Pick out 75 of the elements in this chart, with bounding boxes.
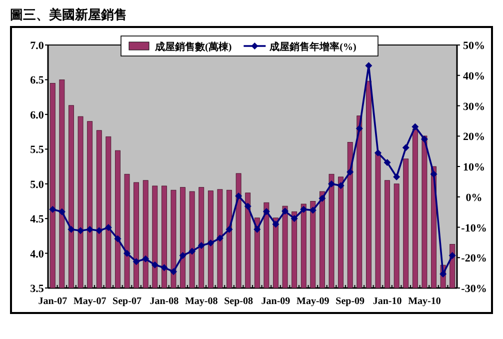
point xyxy=(151,261,158,268)
point xyxy=(198,242,205,249)
y-tick-label: 7.0 xyxy=(30,40,44,52)
legend-label: 成屋銷售年增率(%) xyxy=(268,41,356,53)
y-tick-label: 6.5 xyxy=(30,74,44,87)
point xyxy=(384,159,391,166)
x-tick-label: May-08 xyxy=(184,296,218,307)
point xyxy=(77,227,84,234)
point xyxy=(244,202,252,210)
point xyxy=(142,255,150,262)
legend-label: 成屋銷售數(萬棟) xyxy=(154,41,232,53)
point xyxy=(226,226,233,233)
y-tick-label: 6.0 xyxy=(30,109,44,122)
y-tick-label: 5.0 xyxy=(30,178,44,191)
point xyxy=(309,206,316,214)
point xyxy=(160,264,168,272)
y2-tick-label: 10% xyxy=(463,162,485,174)
y-tick-label: 4.5 xyxy=(30,214,44,226)
point xyxy=(440,270,447,278)
point xyxy=(254,226,261,233)
point xyxy=(272,220,280,228)
x-tick-label: Sep-07 xyxy=(112,296,142,307)
x-tick-label: May-09 xyxy=(296,296,330,307)
point xyxy=(420,136,428,143)
y-tick-label: 5.5 xyxy=(30,144,44,156)
point xyxy=(290,214,298,222)
chart-title: 圖三、美國新屋銷售 xyxy=(10,7,127,22)
point xyxy=(318,194,326,202)
point xyxy=(124,250,131,257)
x-tick-label: Jan-07 xyxy=(38,296,68,307)
point xyxy=(282,208,289,215)
x-tick-label: Jan-09 xyxy=(261,296,290,307)
x-tick-label: Sep-09 xyxy=(336,296,365,307)
point xyxy=(68,226,75,233)
point xyxy=(58,208,66,216)
y2-tick-label: 30% xyxy=(463,100,485,113)
point xyxy=(365,62,372,70)
point xyxy=(86,226,94,233)
point xyxy=(448,252,456,259)
y2-tick-label: 0% xyxy=(466,192,482,204)
x-tick-label: Sep-08 xyxy=(224,296,254,307)
point xyxy=(188,248,196,255)
point xyxy=(132,258,140,266)
point xyxy=(300,206,308,213)
point xyxy=(114,235,122,242)
y2-tick-label: -30% xyxy=(461,283,487,295)
point xyxy=(412,123,419,130)
point xyxy=(104,224,112,232)
y-tick-label: 3.5 xyxy=(30,283,44,295)
y2-tick-label: 20% xyxy=(463,131,485,144)
point xyxy=(207,240,214,247)
y2-tick-label: -20% xyxy=(461,252,487,265)
point xyxy=(402,144,410,152)
point xyxy=(374,149,382,156)
point xyxy=(170,268,177,276)
point xyxy=(49,206,56,213)
point xyxy=(216,234,224,242)
x-tick-label: Jan-10 xyxy=(372,296,402,307)
x-tick-label: May-07 xyxy=(73,296,106,307)
point xyxy=(337,182,344,190)
x-tick-label: Jan-08 xyxy=(150,296,179,307)
point xyxy=(356,125,363,132)
x-tick-label: May-10 xyxy=(408,296,441,307)
y2-tick-label: 40% xyxy=(463,70,485,82)
point xyxy=(346,168,354,176)
point xyxy=(262,208,270,215)
y2-tick-label: 50% xyxy=(463,40,485,52)
point xyxy=(96,227,103,234)
point xyxy=(235,192,242,200)
point xyxy=(393,173,400,180)
point xyxy=(179,252,186,259)
y-tick-label: 4.0 xyxy=(30,248,44,260)
y2-tick-label: -10% xyxy=(461,222,487,234)
point xyxy=(430,170,438,178)
point xyxy=(328,180,336,188)
